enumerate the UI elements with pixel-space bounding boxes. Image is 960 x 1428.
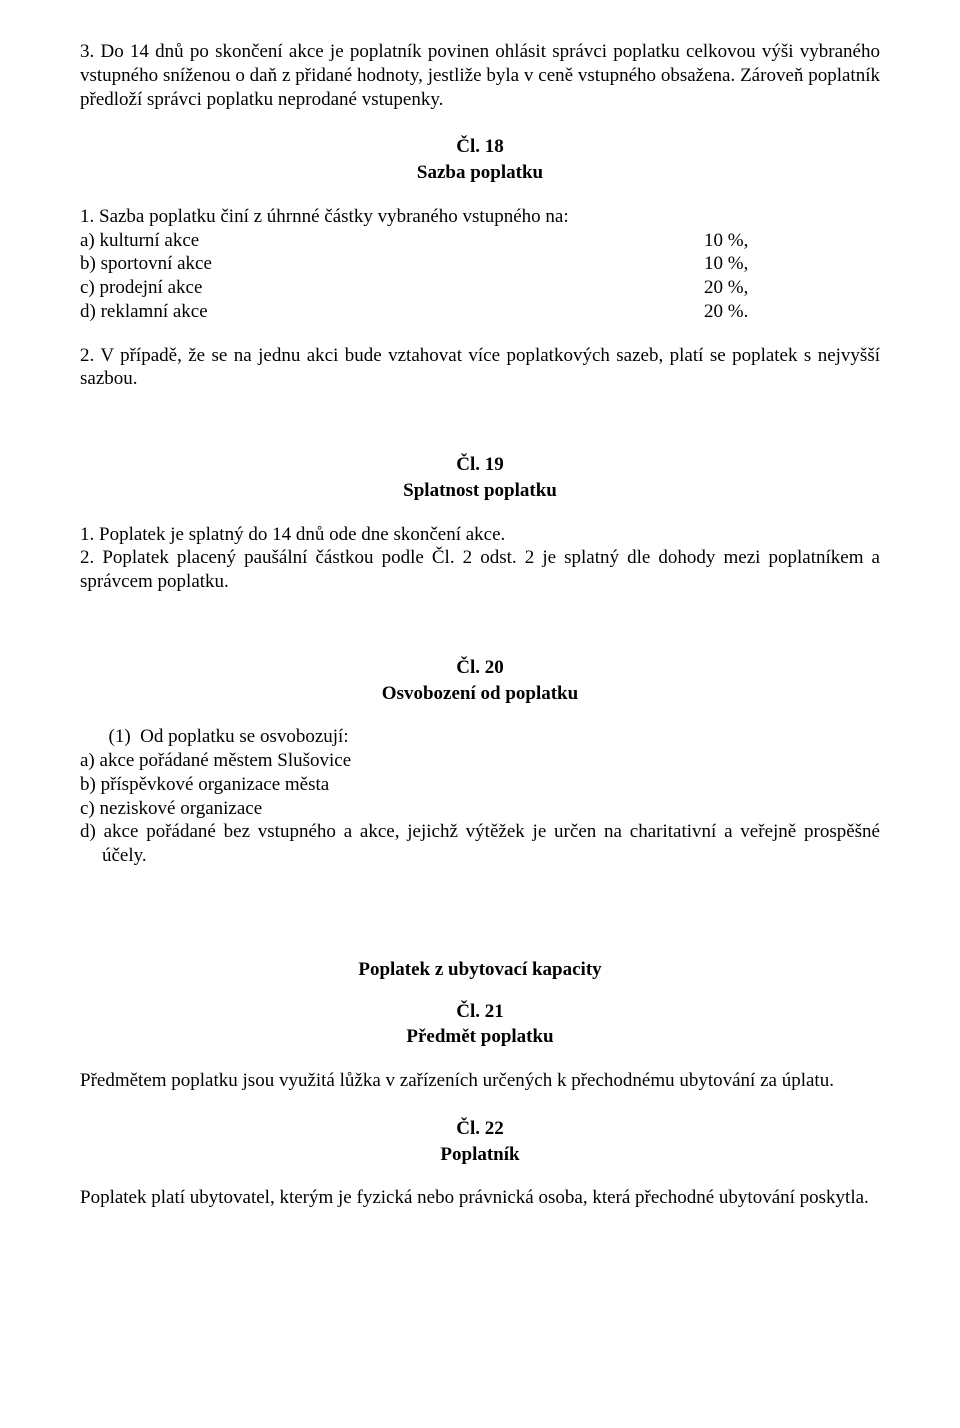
article-19-body: 1. Poplatek je splatný do 14 dnů ode dne… bbox=[80, 523, 880, 594]
rate-label: a) kulturní akce bbox=[80, 229, 704, 253]
table-row: b) sportovní akce 10 %, bbox=[80, 252, 880, 276]
rate-label: d) reklamní akce bbox=[80, 300, 704, 324]
article-22-p: Poplatek platí ubytovatel, kterým je fyz… bbox=[80, 1186, 880, 1210]
rate-value: 20 %, bbox=[704, 276, 880, 300]
article-20-lead: (1) Od poplatku se osvobozují: bbox=[80, 725, 880, 749]
article-20-b: b) příspěvkové organizace města bbox=[80, 773, 880, 797]
rate-value: 10 %, bbox=[704, 229, 880, 253]
section-ubytovani-title: Poplatek z ubytovací kapacity bbox=[80, 958, 880, 982]
rate-label: b) sportovní akce bbox=[80, 252, 704, 276]
article-22-subheading: Poplatník bbox=[80, 1143, 880, 1167]
article-20-d: d) akce pořádané bez vstupného a akce, j… bbox=[80, 820, 880, 868]
rate-value: 20 %. bbox=[704, 300, 880, 324]
article-20-c: c) neziskové organizace bbox=[80, 797, 880, 821]
rate-label: c) prodejní akce bbox=[80, 276, 704, 300]
article-19-p2: 2. Poplatek placený paušální částkou pod… bbox=[80, 546, 880, 594]
article-18-para2: 2. V případě, že se na jednu akci bude v… bbox=[80, 344, 880, 392]
article-22-heading: Čl. 22 bbox=[80, 1117, 880, 1141]
rate-table: a) kulturní akce 10 %, b) sportovní akce… bbox=[80, 229, 880, 324]
article-19-subheading: Splatnost poplatku bbox=[80, 479, 880, 503]
paragraph-3: 3. Do 14 dnů po skončení akce je poplatn… bbox=[80, 40, 880, 111]
article-19-heading: Čl. 19 bbox=[80, 453, 880, 477]
article-20-a: a) akce pořádané městem Slušovice bbox=[80, 749, 880, 773]
rate-value: 10 %, bbox=[704, 252, 880, 276]
article-18-heading: Čl. 18 bbox=[80, 135, 880, 159]
article-20-subheading: Osvobození od poplatku bbox=[80, 682, 880, 706]
article-20-heading: Čl. 20 bbox=[80, 656, 880, 680]
table-row: d) reklamní akce 20 %. bbox=[80, 300, 880, 324]
article-21-p: Předmětem poplatku jsou využitá lůžka v … bbox=[80, 1069, 880, 1093]
article-18-subheading: Sazba poplatku bbox=[80, 161, 880, 185]
article-19-p1: 1. Poplatek je splatný do 14 dnů ode dne… bbox=[80, 523, 880, 547]
article-21-subheading: Předmět poplatku bbox=[80, 1025, 880, 1049]
table-row: a) kulturní akce 10 %, bbox=[80, 229, 880, 253]
article-20-body: (1) Od poplatku se osvobozují: a) akce p… bbox=[80, 725, 880, 868]
article-21-heading: Čl. 21 bbox=[80, 1000, 880, 1024]
article-18-body: 1. Sazba poplatku činí z úhrnné částky v… bbox=[80, 205, 880, 324]
article-18-intro: 1. Sazba poplatku činí z úhrnné částky v… bbox=[80, 205, 880, 229]
table-row: c) prodejní akce 20 %, bbox=[80, 276, 880, 300]
